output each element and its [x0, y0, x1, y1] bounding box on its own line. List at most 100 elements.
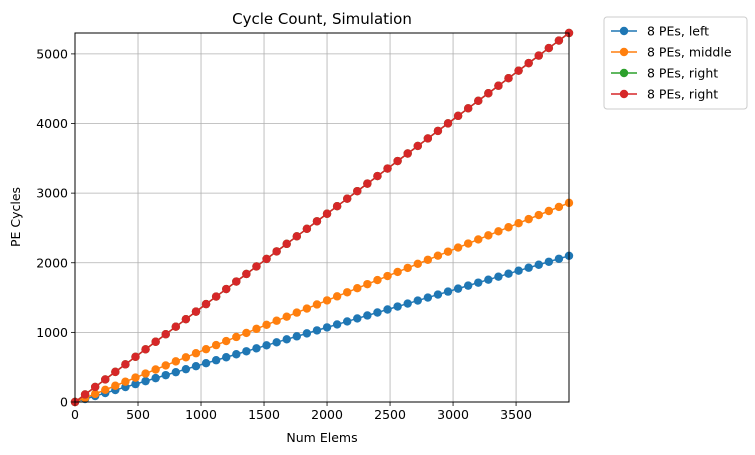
data-point	[403, 299, 412, 308]
data-point	[443, 287, 453, 296]
data-point	[322, 209, 332, 218]
x-tick-label: 1000	[185, 407, 217, 422]
data-point	[232, 350, 241, 359]
data-point	[222, 284, 231, 294]
data-point	[121, 360, 130, 369]
data-point	[272, 338, 281, 347]
data-point	[373, 275, 382, 285]
data-point	[403, 263, 412, 273]
data-point	[433, 290, 443, 299]
data-point	[292, 308, 301, 317]
data-point	[554, 202, 564, 212]
legend-marker	[619, 89, 629, 99]
data-point	[242, 328, 251, 338]
data-point	[292, 232, 301, 241]
data-point	[262, 341, 271, 350]
data-point	[201, 299, 211, 309]
y-tick-label: 4000	[36, 116, 68, 131]
data-point	[80, 390, 90, 399]
data-point	[111, 381, 120, 390]
data-point	[201, 344, 211, 354]
data-point	[534, 210, 543, 220]
data-point	[393, 267, 402, 277]
gridlines	[74, 33, 569, 403]
data-point	[524, 214, 533, 224]
data-point	[121, 377, 130, 386]
legend-box	[603, 16, 748, 110]
data-point	[524, 263, 533, 272]
data-point	[544, 257, 554, 266]
data-point	[393, 156, 402, 166]
data-point	[514, 66, 523, 75]
legend-marker	[619, 47, 629, 57]
y-tick-label: 3000	[36, 186, 68, 201]
x-tick-label: 0	[71, 407, 79, 422]
data-point	[171, 367, 181, 377]
data-point	[332, 202, 342, 211]
data-point	[181, 364, 191, 374]
data-point	[423, 134, 433, 143]
data-point	[131, 352, 140, 362]
data-point	[554, 36, 564, 45]
data-point	[151, 337, 160, 346]
data-point	[302, 224, 312, 234]
y-tick-label: 5000	[36, 46, 68, 61]
data-point	[343, 194, 352, 203]
data-point	[353, 186, 362, 196]
data-point	[524, 58, 533, 68]
data-point	[463, 104, 473, 113]
data-point	[463, 239, 473, 248]
data-point	[494, 81, 503, 90]
series-1	[70, 198, 574, 407]
data-point	[211, 292, 221, 301]
x-axis-label: Num Elems	[286, 430, 357, 445]
data-point	[474, 278, 483, 287]
data-point	[131, 373, 140, 382]
plot-area: 0 500 1000 1500 2000 2500 3000 3500 0 1000 2000 300…	[36, 28, 574, 422]
data-point	[312, 326, 322, 335]
data-point	[443, 119, 453, 128]
data-point	[292, 332, 301, 341]
data-point	[211, 356, 221, 365]
data-point	[373, 308, 382, 317]
data-point	[433, 251, 443, 260]
legend-entry: 8 PEs, left	[611, 24, 709, 39]
data-point	[252, 262, 261, 271]
y-axis-label: PE Cycles	[8, 187, 23, 247]
data-point	[363, 311, 372, 320]
data-point	[211, 340, 221, 350]
data-point	[191, 349, 201, 358]
data-point	[312, 217, 322, 226]
data-point	[222, 353, 231, 362]
data-point	[151, 365, 160, 374]
data-point	[413, 259, 422, 269]
data-point	[463, 281, 473, 290]
data-point	[433, 126, 443, 136]
data-point	[302, 304, 312, 313]
legend-label: 8 PEs, right	[647, 66, 718, 81]
legend: 8 PEs, left 8 PEs, middle 8 PEs, right 8 PE…	[603, 16, 748, 110]
data-point	[443, 247, 453, 256]
data-point	[474, 96, 483, 105]
data-point	[353, 314, 362, 323]
data-point	[141, 345, 150, 354]
legend-marker	[619, 68, 629, 78]
data-point	[544, 43, 554, 53]
data-point	[272, 247, 281, 256]
series-layer	[70, 28, 574, 407]
data-point	[161, 370, 170, 380]
data-point	[171, 357, 181, 366]
data-point	[272, 316, 281, 325]
data-point	[141, 376, 150, 386]
data-point	[181, 353, 191, 362]
x-tick-label: 2500	[374, 407, 406, 422]
series-3	[70, 28, 574, 407]
data-point	[242, 347, 251, 356]
data-point	[554, 254, 564, 263]
data-point	[534, 51, 543, 60]
data-point	[201, 359, 211, 368]
data-point	[534, 260, 543, 269]
data-point	[131, 379, 140, 389]
chart-title: Cycle Count, Simulation	[232, 10, 412, 28]
data-point	[363, 279, 372, 289]
